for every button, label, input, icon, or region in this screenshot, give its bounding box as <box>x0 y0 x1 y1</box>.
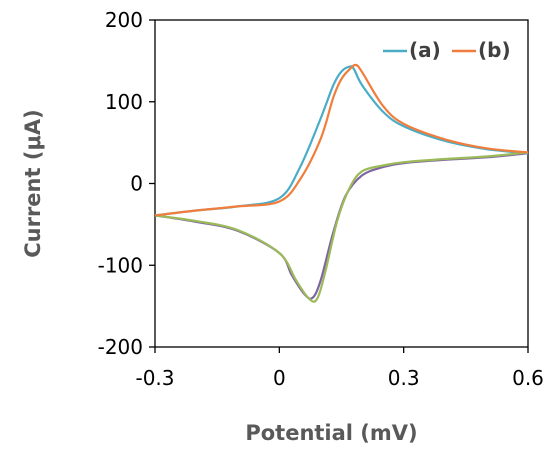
chart-legend: (a) (b) <box>383 38 511 62</box>
y-tick-label: 0 <box>130 172 143 196</box>
x-tick-label: 0.3 <box>388 366 420 390</box>
plot-frame <box>154 19 529 348</box>
legend-label: (b) <box>478 38 511 62</box>
x-tick-label: -0.3 <box>135 366 174 390</box>
series-a-forward-line <box>154 65 529 217</box>
y-tick-label: -100 <box>98 253 143 277</box>
x-axis-label: Potential (mV) <box>245 421 417 445</box>
chart-curves <box>154 63 529 303</box>
series-b-forward-line <box>154 63 529 217</box>
series-b-reverse-line <box>154 151 529 303</box>
series-a-reverse-line <box>154 152 529 300</box>
chart-axes: -200 -100 0 100 200 -0.3 0 0.3 0.6 <box>98 8 544 390</box>
y-tick-label: 100 <box>105 90 143 114</box>
x-tick-label: 0.6 <box>512 366 544 390</box>
y-axis-label: Current (μA) <box>21 109 45 258</box>
y-tick-label: -200 <box>98 335 143 359</box>
plot-area <box>154 19 529 348</box>
x-tick-label: 0 <box>273 366 286 390</box>
legend-label: (a) <box>409 38 441 62</box>
y-tick-label: 200 <box>105 8 143 32</box>
